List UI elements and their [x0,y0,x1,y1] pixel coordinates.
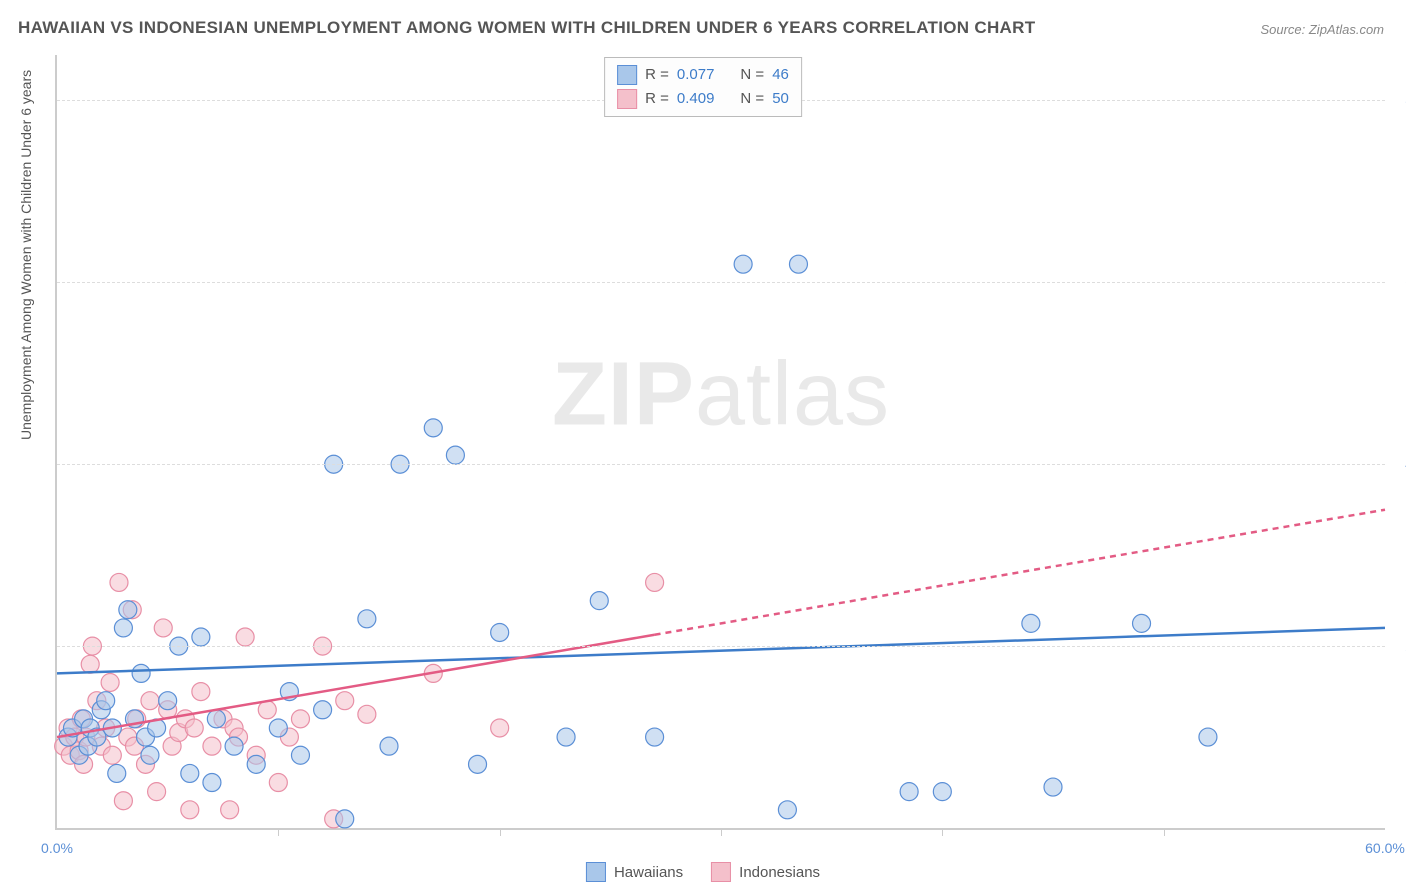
data-point [590,592,608,610]
x-tick-label: 60.0% [1365,840,1405,856]
data-point [203,774,221,792]
data-point [110,573,128,591]
data-point [446,446,464,464]
data-point [1022,614,1040,632]
data-point [81,655,99,673]
data-point [154,619,172,637]
source-label: Source: ZipAtlas.com [1260,22,1384,37]
data-point [734,255,752,273]
data-point [291,710,309,728]
legend-label: Indonesians [739,864,820,881]
data-point [114,792,132,810]
data-point [181,764,199,782]
chart-svg [57,55,1385,828]
data-point [192,683,210,701]
r-value: 0.409 [677,87,715,111]
data-point [933,783,951,801]
chart-title: HAWAIIAN VS INDONESIAN UNEMPLOYMENT AMON… [18,18,1035,38]
swatch-icon [617,65,637,85]
data-point [258,701,276,719]
r-value: 0.077 [677,63,715,87]
swatch-icon [711,862,731,882]
data-point [269,719,287,737]
data-point [900,783,918,801]
data-point [557,728,575,746]
data-point [141,746,159,764]
swatch-icon [586,862,606,882]
swatch-icon [617,89,637,109]
legend-label: Hawaiians [614,864,683,881]
data-point [358,610,376,628]
legend-series: Hawaiians Indonesians [586,862,820,882]
r-label: R = [645,63,669,87]
data-point [221,801,239,819]
data-point [314,701,332,719]
data-point [269,774,287,792]
data-point [114,619,132,637]
legend-stats-row: R = 0.077 N = 46 [617,63,789,87]
y-tick-label: 40.0% [1390,456,1406,472]
data-point [119,601,137,619]
data-point [225,737,243,755]
data-point [1044,778,1062,796]
data-point [1199,728,1217,746]
y-tick-label: 20.0% [1390,638,1406,654]
data-point [203,737,221,755]
data-point [108,764,126,782]
n-value: 50 [772,87,789,111]
legend-stats-row: R = 0.409 N = 50 [617,87,789,111]
y-axis-title: Unemployment Among Women with Children U… [18,70,34,440]
data-point [291,746,309,764]
data-point [336,810,354,828]
data-point [358,705,376,723]
x-tick-label: 0.0% [41,840,73,856]
legend-item: Hawaiians [586,862,683,882]
data-point [192,628,210,646]
data-point [380,737,398,755]
data-point [491,623,509,641]
data-point [247,755,265,773]
data-point [103,746,121,764]
data-point [97,692,115,710]
y-tick-label: 60.0% [1390,274,1406,290]
y-tick-label: 80.0% [1390,92,1406,108]
data-point [778,801,796,819]
data-point [132,664,150,682]
data-point [185,719,203,737]
data-point [207,710,225,728]
data-point [101,673,119,691]
data-point [181,801,199,819]
n-label: N = [740,87,764,111]
n-value: 46 [772,63,789,87]
legend-stats: R = 0.077 N = 46 R = 0.409 N = 50 [604,57,802,117]
data-point [469,755,487,773]
r-label: R = [645,87,669,111]
data-point [1133,614,1151,632]
data-point [141,692,159,710]
data-point [159,692,177,710]
data-point [148,783,166,801]
data-point [646,728,664,746]
plot-area: ZIPatlas 20.0%40.0%60.0%80.0%0.0%60.0% [55,55,1385,830]
data-point [491,719,509,737]
data-point [424,419,442,437]
data-point [336,692,354,710]
n-label: N = [740,63,764,87]
legend-item: Indonesians [711,862,820,882]
data-point [646,573,664,591]
data-point [236,628,254,646]
data-point [789,255,807,273]
